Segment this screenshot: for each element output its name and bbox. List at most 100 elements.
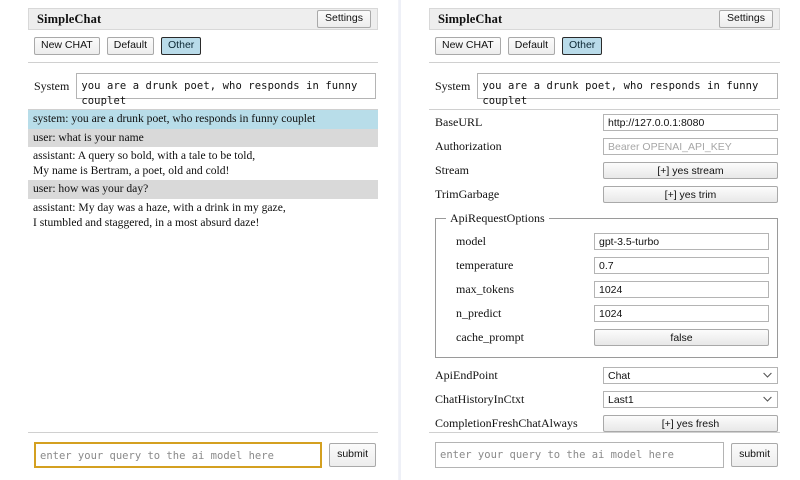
settings-button[interactable]: Settings [317, 10, 371, 28]
chevron-down-icon [763, 396, 772, 404]
setting-label-temperature: temperature [456, 258, 514, 272]
system-prompt-input[interactable]: you are a drunk poet, who responds in fu… [76, 73, 376, 107]
chat-message: system: you are a drunk poet, who respon… [28, 110, 378, 129]
new-chat-button[interactable]: New CHAT [435, 37, 501, 55]
chat-message: user: what is your name [28, 128, 378, 148]
setting-control-temperature: 0.7 [594, 257, 769, 274]
app-title: SimpleChat [438, 11, 503, 26]
system-prompt-label: System [435, 78, 471, 93]
new-chat-button[interactable]: New CHAT [34, 37, 100, 55]
setting-row-chathistoryinctxt: ChatHistoryInCtxt Last1 [435, 389, 778, 410]
session-bar-left: New CHAT Default Other [28, 30, 378, 62]
completionfreshchatalways-toggle-button[interactable]: [+] yes fresh [603, 415, 778, 432]
model-input[interactable]: gpt-3.5-turbo [594, 233, 769, 250]
settings-list: BaseURL http://127.0.0.1:8080 Authorizat… [429, 110, 780, 432]
chat-message-line: I stumbled and staggered, in a most absu… [33, 215, 260, 229]
setting-label-max-tokens: max_tokens [456, 282, 514, 296]
setting-control-chathistoryinctxt: Last1 [603, 391, 778, 408]
chathistoryinctxt-selected-value: Last1 [608, 394, 634, 406]
divider-mid-left [28, 109, 378, 110]
app-title: SimpleChat [37, 11, 102, 26]
panel-header-right: SimpleChat Settings [429, 8, 780, 30]
stream-toggle-button[interactable]: [+] yes stream [603, 162, 778, 179]
divider-top-right [429, 62, 780, 63]
session-tab-other[interactable]: Other [562, 37, 603, 55]
setting-row-trimgarbage: TrimGarbage [+] yes trim [435, 184, 778, 205]
setting-label-chathistoryinctxt: ChatHistoryInCtxt [435, 392, 525, 406]
setting-control-baseurl: http://127.0.0.1:8080 [603, 114, 778, 131]
setting-row-apiendpoint: ApiEndPoint Chat [435, 365, 778, 386]
authorization-input[interactable]: Bearer OPENAI_API_KEY [603, 138, 778, 155]
query-input[interactable]: enter your query to the ai model here [34, 442, 323, 468]
chat-message-line: user: how was your day? [33, 182, 149, 196]
system-prompt-input[interactable]: you are a drunk poet, who responds in fu… [477, 73, 778, 107]
submit-button[interactable]: submit [731, 443, 778, 467]
setting-label-model: model [456, 234, 486, 248]
setting-label-cache-prompt: cache_prompt [456, 330, 524, 344]
setting-control-authorization: Bearer OPENAI_API_KEY [603, 138, 778, 155]
setting-label-baseurl: BaseURL [435, 115, 483, 129]
setting-row-model: model gpt-3.5-turbo [444, 231, 769, 252]
setting-row-cache-prompt: cache_prompt false [444, 327, 769, 348]
chat-message-line: My name is Bertram, a poet, old and cold… [33, 163, 230, 177]
baseurl-input[interactable]: http://127.0.0.1:8080 [603, 114, 778, 131]
divider-top-left [28, 62, 378, 63]
setting-control-max-tokens: 1024 [594, 281, 769, 298]
setting-row-temperature: temperature 0.7 [444, 255, 769, 276]
divider-bottom-right [429, 432, 780, 433]
chat-log[interactable]: system: you are a drunk poet, who respon… [28, 110, 378, 432]
chat-panel: SimpleChat Settings New CHAT Default Oth… [0, 0, 399, 480]
chathistoryinctxt-select[interactable]: Last1 [603, 391, 778, 408]
setting-control-n-predict: 1024 [594, 305, 769, 322]
session-bar-right: New CHAT Default Other [429, 30, 780, 62]
chevron-down-icon [763, 372, 772, 380]
setting-label-apiendpoint: ApiEndPoint [435, 368, 498, 382]
session-tab-default[interactable]: Default [106, 37, 155, 55]
chat-message-line: assistant: My day was a haze, with a dri… [33, 200, 286, 214]
chat-message: user: how was your day? [28, 180, 378, 199]
chat-message-line: user: what is your name [33, 130, 144, 144]
setting-row-authorization: Authorization Bearer OPENAI_API_KEY [435, 136, 778, 157]
setting-control-model: gpt-3.5-turbo [594, 233, 769, 250]
apirequestoptions-group: ApiRequestOptions model gpt-3.5-turbo te… [435, 211, 778, 358]
query-input[interactable]: enter your query to the ai model here [435, 442, 725, 468]
settings-button[interactable]: Settings [719, 10, 773, 28]
settings-panel: SimpleChat Settings New CHAT Default Oth… [401, 0, 800, 480]
submit-button[interactable]: submit [329, 443, 376, 467]
session-tab-default[interactable]: Default [507, 37, 556, 55]
cache-prompt-toggle-button[interactable]: false [594, 329, 769, 346]
max-tokens-input[interactable]: 1024 [594, 281, 769, 298]
chat-message: assistant: My day was a haze, with a dri… [28, 198, 378, 233]
system-prompt-label: System [34, 78, 70, 93]
setting-label-authorization: Authorization [435, 139, 502, 153]
apiendpoint-select[interactable]: Chat [603, 367, 778, 384]
apirequestoptions-legend: ApiRequestOptions [450, 211, 545, 225]
query-bar-left: enter your query to the ai model here su… [28, 433, 378, 470]
setting-control-cache-prompt: false [594, 329, 769, 346]
trimgarbage-toggle-button[interactable]: [+] yes trim [603, 186, 778, 203]
setting-label-stream: Stream [435, 163, 469, 177]
chat-message-line: assistant: A query so bold, with a tale … [33, 149, 256, 163]
system-prompt-row-right: System you are a drunk poet, who respond… [429, 63, 780, 109]
divider-bottom-left [28, 432, 378, 433]
system-prompt-row-left: System you are a drunk poet, who respond… [28, 63, 378, 109]
divider-mid-right [429, 109, 780, 110]
setting-control-stream: [+] yes stream [603, 162, 778, 179]
setting-row-stream: Stream [+] yes stream [435, 160, 778, 181]
n-predict-input[interactable]: 1024 [594, 305, 769, 322]
setting-control-completionfreshchatalways: [+] yes fresh [603, 415, 778, 432]
chat-message-line: system: you are a drunk poet, who respon… [33, 112, 316, 125]
apiendpoint-selected-value: Chat [608, 370, 631, 382]
setting-label-completionfreshchatalways: CompletionFreshChatAlways [435, 416, 578, 430]
setting-control-apiendpoint: Chat [603, 367, 778, 384]
setting-control-trimgarbage: [+] yes trim [603, 186, 778, 203]
temperature-input[interactable]: 0.7 [594, 257, 769, 274]
setting-label-trimgarbage: TrimGarbage [435, 187, 500, 201]
session-tab-other[interactable]: Other [161, 37, 202, 55]
setting-row-baseurl: BaseURL http://127.0.0.1:8080 [435, 112, 778, 133]
setting-row-completionfreshchatalways: CompletionFreshChatAlways [+] yes fresh [435, 413, 778, 432]
chat-message: assistant: A query so bold, with a tale … [28, 147, 378, 181]
query-bar-right: enter your query to the ai model here su… [429, 433, 780, 470]
setting-row-n-predict: n_predict 1024 [444, 303, 769, 324]
